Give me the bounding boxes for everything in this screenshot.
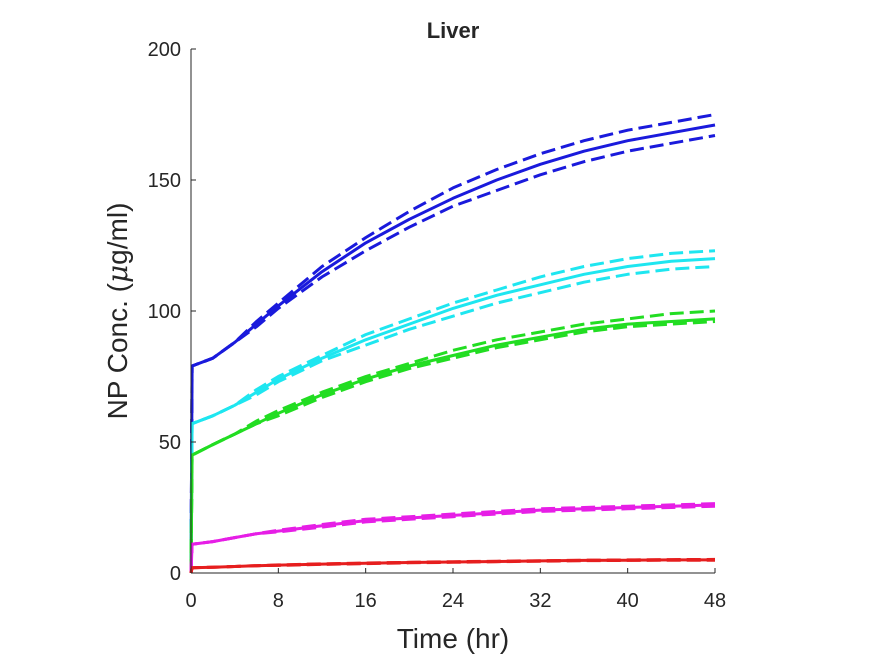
series-mean-line xyxy=(189,123,716,574)
y-axis-label-suffix: g/ml) xyxy=(102,203,133,265)
series-4 xyxy=(189,502,716,574)
chart-title: Liver xyxy=(427,18,480,43)
x-tick-label: 32 xyxy=(529,590,551,612)
plot-lines xyxy=(189,113,716,574)
y-tick-label: 100 xyxy=(148,301,181,323)
y-axis-label-prefix: NP Conc. ( xyxy=(102,282,133,419)
series-1 xyxy=(189,113,716,574)
y-tick-label: 150 xyxy=(148,170,181,192)
x-tick-label: 24 xyxy=(442,590,464,612)
y-axis-label: NP Conc. (μg/ml) xyxy=(101,203,134,420)
x-tick-label: 48 xyxy=(704,590,726,612)
series-mean-line xyxy=(189,558,715,574)
x-ticks: 0 8 16 24 32 40 48 xyxy=(185,568,726,612)
x-axis-label: Time (hr) xyxy=(397,623,510,654)
series-mean-line xyxy=(189,257,716,574)
series-mean-line xyxy=(189,503,716,574)
y-ticks: 0 50 100 150 200 xyxy=(148,39,196,585)
series-5 xyxy=(189,557,716,574)
series-2 xyxy=(189,249,716,574)
y-tick-label: 200 xyxy=(148,39,181,61)
series-mean-line xyxy=(189,317,716,574)
y-tick-label: 50 xyxy=(159,432,181,454)
x-tick-label: 40 xyxy=(617,590,639,612)
y-axis-label-mu: μ xyxy=(101,265,134,283)
x-tick-label: 8 xyxy=(273,590,284,612)
x-tick-label: 0 xyxy=(185,590,196,612)
series-3 xyxy=(189,309,716,574)
y-tick-label: 0 xyxy=(170,563,181,585)
x-tick-label: 16 xyxy=(355,590,377,612)
